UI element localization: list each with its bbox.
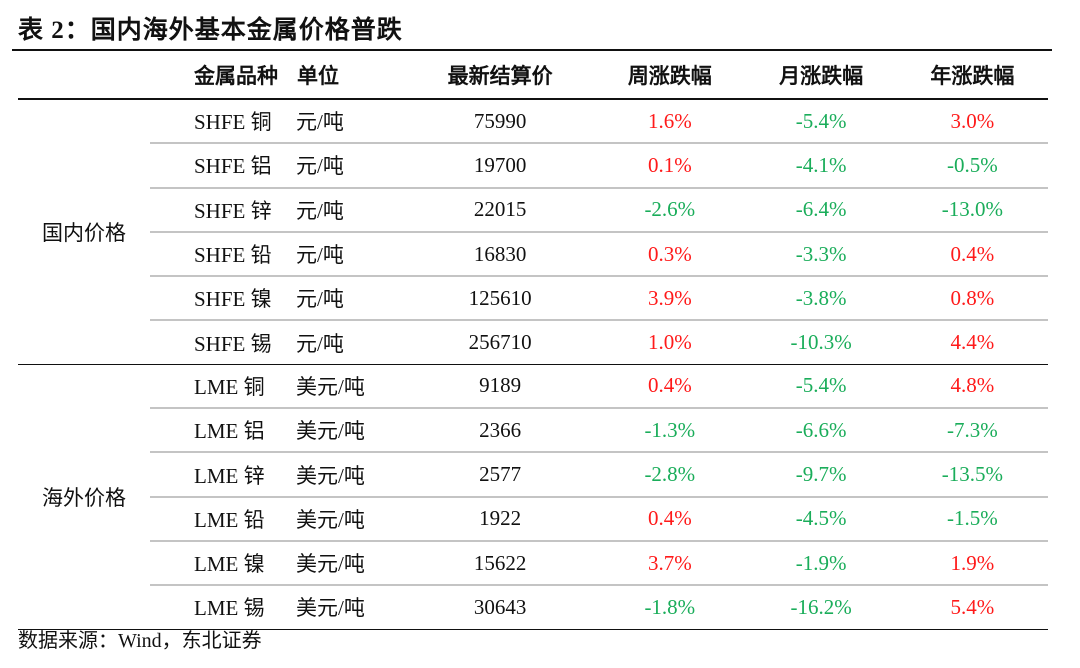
cell-price: 15622 (406, 540, 595, 587)
table-row: LME 镍美元/吨 15622 3.7% -1.9% 1.9% (18, 540, 1048, 587)
cell-unit: 元/吨 (296, 320, 406, 365)
table-row: SHFE 铅元/吨 16830 0.3% -3.3% 0.4% (18, 231, 1048, 278)
cell-week-change: 3.7% (594, 540, 746, 587)
cell-price: 1922 (406, 496, 595, 542)
cell-year-change: 3.0% (896, 99, 1048, 145)
header-month: 月涨跌幅 (745, 52, 897, 100)
header-row: 金属品种 单位 最新结算价 周涨跌幅 月涨跌幅 年涨跌幅 (18, 52, 1048, 100)
cell-price: 256710 (406, 320, 595, 365)
header-unit: 单位 (296, 52, 406, 100)
cell-metal: SHFE 铅 (150, 231, 296, 278)
table-title: 表 2：国内海外基本金属价格普跌 (18, 17, 403, 44)
cell-price: 2577 (406, 452, 595, 498)
cell-unit: 美元/吨 (296, 540, 406, 587)
cell-price: 2366 (406, 408, 595, 454)
cell-metal: LME 锌 (150, 452, 296, 498)
cell-week-change: 1.0% (594, 320, 746, 365)
cell-metal: LME 铝 (150, 408, 296, 454)
cell-price: 125610 (406, 276, 595, 322)
table-row: LME 锌美元/吨 2577 -2.8% -9.7% -13.5% (18, 452, 1048, 498)
cell-year-change: -1.5% (896, 496, 1048, 542)
cell-week-change: -2.6% (594, 187, 746, 233)
cell-week-change: 1.6% (594, 99, 746, 145)
cell-metal: SHFE 锡 (150, 320, 296, 365)
cell-week-change: -2.8% (594, 452, 746, 498)
cell-unit: 美元/吨 (296, 585, 406, 630)
metal-price-table: 金属品种 单位 最新结算价 周涨跌幅 月涨跌幅 年涨跌幅 国内价格 SHFE 铜元… (18, 52, 1048, 630)
group-label: 国内价格 (18, 99, 150, 365)
cell-month-change: -4.1% (745, 143, 897, 189)
group-header (18, 52, 150, 100)
cell-year-change: 0.4% (896, 231, 1048, 278)
cell-month-change: -9.7% (745, 452, 897, 498)
header-metal: 金属品种 (150, 52, 296, 100)
cell-month-change: -3.8% (745, 276, 897, 322)
cell-week-change: 0.3% (594, 231, 746, 278)
table-row: SHFE 锡元/吨 256710 1.0% -10.3% 4.4% (18, 320, 1048, 365)
cell-unit: 美元/吨 (296, 496, 406, 542)
cell-year-change: 0.8% (896, 276, 1048, 322)
cell-month-change: -16.2% (745, 585, 897, 630)
table-row: LME 铝美元/吨 2366 -1.3% -6.6% -7.3% (18, 408, 1048, 454)
cell-month-change: -4.5% (745, 496, 897, 542)
cell-metal: SHFE 镍 (150, 276, 296, 322)
cell-year-change: -7.3% (896, 408, 1048, 454)
cell-week-change: -1.3% (594, 408, 746, 454)
cell-metal: SHFE 铜 (150, 99, 296, 145)
header-year: 年涨跌幅 (896, 52, 1048, 100)
cell-year-change: 5.4% (896, 585, 1048, 630)
group-label: 海外价格 (18, 364, 150, 630)
cell-year-change: -13.5% (896, 452, 1048, 498)
cell-unit: 元/吨 (296, 143, 406, 189)
cell-metal: LME 铜 (150, 364, 296, 410)
cell-month-change: -10.3% (745, 320, 897, 365)
cell-price: 9189 (406, 364, 595, 410)
table-row: LME 锡美元/吨 30643 -1.8% -16.2% 5.4% (18, 585, 1048, 630)
source-note: 数据来源：Wind，东北证券 (18, 630, 262, 652)
cell-week-change: 0.4% (594, 364, 746, 410)
cell-metal: LME 镍 (150, 540, 296, 587)
cell-price: 22015 (406, 187, 595, 233)
cell-month-change: -1.9% (745, 540, 897, 587)
top-rule (12, 49, 1052, 51)
cell-unit: 美元/吨 (296, 408, 406, 454)
cell-price: 19700 (406, 143, 595, 189)
cell-unit: 元/吨 (296, 231, 406, 278)
cell-week-change: 0.4% (594, 496, 746, 542)
table-row: 国内价格 SHFE 铜元/吨 75990 1.6% -5.4% 3.0% (18, 99, 1048, 365)
cell-unit: 元/吨 (296, 99, 406, 145)
cell-year-change: 1.9% (896, 540, 1048, 587)
table-row: SHFE 铝元/吨 19700 0.1% -4.1% -0.5% (18, 143, 1048, 189)
cell-price: 75990 (406, 99, 595, 145)
cell-week-change: -1.8% (594, 585, 746, 630)
cell-month-change: -5.4% (745, 99, 897, 145)
cell-unit: 美元/吨 (296, 452, 406, 498)
cell-month-change: -6.4% (745, 187, 897, 233)
cell-unit: 元/吨 (296, 187, 406, 233)
cell-year-change: -13.0% (896, 187, 1048, 233)
cell-year-change: 4.8% (896, 364, 1048, 410)
header-week: 周涨跌幅 (594, 52, 746, 100)
cell-month-change: -6.6% (745, 408, 897, 454)
table-row: SHFE 镍元/吨 125610 3.9% -3.8% 0.8% (18, 276, 1048, 322)
cell-price: 30643 (406, 585, 595, 630)
cell-week-change: 0.1% (594, 143, 746, 189)
cell-metal: SHFE 铝 (150, 143, 296, 189)
cell-metal: LME 铅 (150, 496, 296, 542)
cell-week-change: 3.9% (594, 276, 746, 322)
table-row: 海外价格 LME 铜美元/吨 9189 0.4% -5.4% 4.8% (18, 364, 1048, 630)
cell-unit: 元/吨 (296, 276, 406, 322)
cell-year-change: 4.4% (896, 320, 1048, 365)
cell-metal: LME 锡 (150, 585, 296, 630)
cell-month-change: -5.4% (745, 364, 897, 410)
cell-unit: 美元/吨 (296, 364, 406, 410)
cell-price: 16830 (406, 231, 595, 278)
cell-month-change: -3.3% (745, 231, 897, 278)
table-row: LME 铅美元/吨 1922 0.4% -4.5% -1.5% (18, 496, 1048, 542)
cell-year-change: -0.5% (896, 143, 1048, 189)
header-price: 最新结算价 (406, 52, 595, 100)
table-row: SHFE 锌元/吨 22015 -2.6% -6.4% -13.0% (18, 187, 1048, 233)
cell-metal: SHFE 锌 (150, 187, 296, 233)
